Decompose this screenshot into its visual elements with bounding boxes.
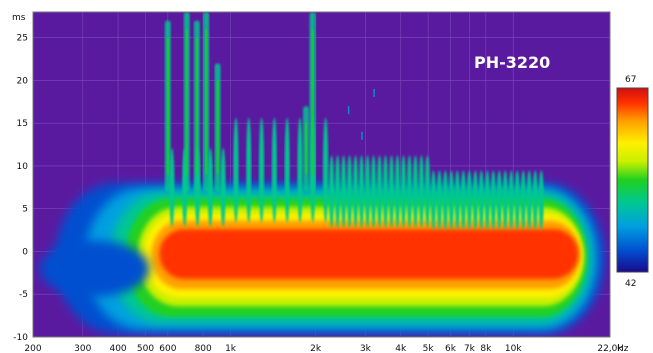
resonance-ridge — [466, 170, 472, 230]
x-tick-label: 500 — [137, 344, 154, 353]
resonance-ridge — [258, 117, 265, 223]
x-tick-label: 22,0k — [597, 344, 623, 353]
x-tick-label: 4k — [395, 344, 407, 353]
color-scale: 67 42 — [616, 75, 649, 289]
resonance-ridge — [364, 155, 371, 228]
tall-resonance-core — [304, 123, 308, 175]
resonance-ridge — [284, 117, 290, 223]
resonance-ridge — [388, 155, 395, 228]
x-axis-ticks: 200 300 400 500 600 800 1k 2k 3k 4k 5k 6k 7k 8k 10k 22,… — [24, 344, 623, 353]
resonance-ridge — [472, 170, 478, 230]
resonance-ridge — [490, 170, 496, 230]
x-tick-label: 6k — [445, 344, 457, 353]
x-tick-label: 600 — [159, 344, 176, 353]
x-tick-label: 7k — [464, 344, 476, 353]
resonance-ridge — [436, 170, 443, 230]
x-tick-label: 300 — [74, 344, 91, 353]
y-tick-label: 5 — [22, 205, 28, 215]
x-tick-label: 3k — [360, 344, 372, 353]
resonance-ridge — [484, 170, 490, 230]
plot-border — [32, 11, 611, 338]
y-axis-ticks: 25 20 15 10 5 0 -5 -10 — [13, 34, 28, 343]
tall-resonance-core — [195, 37, 199, 175]
resonance-ridge — [382, 155, 389, 228]
resonance-ridge — [220, 147, 226, 227]
resonance-ridge — [430, 170, 437, 230]
resonance-ridge — [532, 170, 538, 230]
resonance-speck — [373, 88, 375, 97]
resonance-ridge — [358, 155, 365, 228]
resonance-ridge — [400, 155, 407, 228]
resonance-ridge — [502, 170, 508, 230]
resonance-ridge — [424, 155, 431, 228]
resonance-ridge — [297, 117, 303, 223]
y-tick-label: -10 — [13, 333, 28, 343]
resonance-ridge — [233, 117, 239, 223]
y-tick-label: 15 — [17, 119, 28, 129]
chart-title: PH-3220 — [474, 53, 550, 72]
resonance-ridge — [538, 170, 544, 230]
resonance-ridge — [520, 170, 526, 230]
y-tick-label: 0 — [22, 247, 28, 257]
resonance-ridge — [323, 117, 329, 223]
resonance-ridge — [496, 170, 502, 230]
resonance-ridge — [394, 155, 401, 228]
x-tick-label: 800 — [195, 344, 212, 353]
resonance-ridge — [418, 155, 425, 228]
heat-layer-7 — [159, 229, 579, 279]
resonance-ridge — [334, 155, 341, 228]
x-tick-label: 200 — [24, 344, 41, 353]
resonance-ridge — [406, 155, 413, 228]
resonance-ridge — [448, 170, 454, 230]
resonance-speck — [347, 106, 350, 115]
resonance-ridge — [460, 170, 466, 230]
y-tick-label: -5 — [19, 290, 28, 300]
resonance-ridge — [352, 155, 359, 228]
resonance-ridge — [376, 155, 383, 228]
resonance-ridge — [328, 155, 335, 228]
resonance-ridge — [246, 117, 252, 223]
x-tick-label: 400 — [109, 344, 126, 353]
resonance-ridge — [346, 155, 353, 228]
color-scale-max: 67 — [625, 75, 636, 85]
x-tick-label: 10k — [505, 344, 522, 353]
x-tick-label: 2k — [310, 344, 322, 353]
resonance-ridge — [370, 155, 377, 228]
tall-resonance-core — [166, 37, 170, 175]
x-axis-unit: Hz — [617, 344, 629, 353]
resonance-ridge — [478, 170, 484, 230]
y-tick-label: 20 — [17, 76, 29, 86]
y-axis-unit: ms — [12, 13, 26, 23]
tall-resonance-core — [311, 29, 314, 175]
x-tick-label: 5k — [423, 344, 435, 353]
resonance-ridge — [442, 170, 448, 230]
resonance-ridge — [514, 170, 520, 230]
resonance-ridge — [340, 155, 347, 228]
color-scale-bar — [616, 87, 649, 273]
resonance-speck — [361, 131, 363, 140]
tall-resonance-core — [205, 29, 208, 175]
color-scale-min: 42 — [625, 279, 636, 289]
resonance-ridge — [508, 170, 514, 230]
y-tick-label: 25 — [17, 34, 28, 44]
heat-tail — [39, 240, 150, 297]
resonance-ridge — [526, 170, 532, 230]
heatmap-layers — [39, 12, 605, 334]
x-tick-label: 8k — [480, 344, 492, 353]
tall-resonance-core — [185, 29, 188, 175]
tall-resonance-core — [216, 80, 219, 175]
resonance-ridge — [454, 170, 460, 230]
y-tick-label: 10 — [17, 162, 29, 172]
resonance-ridge — [271, 117, 277, 223]
resonance-ridge — [412, 155, 419, 228]
x-tick-label: 1k — [225, 344, 237, 353]
